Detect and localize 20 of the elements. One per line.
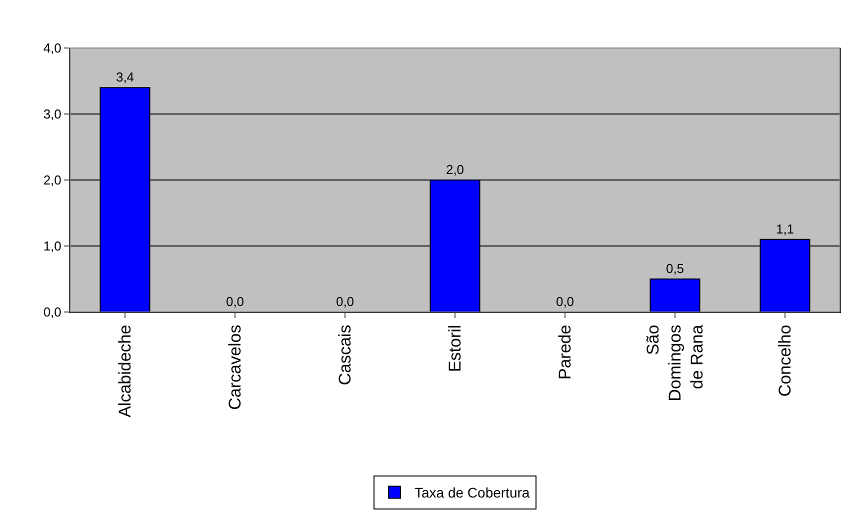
y-tick-label: 4,0 [43,40,62,56]
x-tick-label: Parede [556,324,575,380]
y-tick-label: 2,0 [43,172,62,188]
x-tick-label: Alcabideche [116,324,135,418]
data-label: 0,0 [226,294,244,309]
y-tick-label: 0,0 [43,304,62,320]
data-label: 2,0 [446,162,464,177]
x-tick-label: Concelho [776,324,795,397]
legend-label: Taxa de Cobertura [414,484,530,501]
data-label: 0,0 [336,294,354,309]
data-label: 3,4 [116,70,134,85]
y-tick-label: 3,0 [43,106,62,122]
x-tick-label: Cascais [336,324,355,386]
y-tick-label: 1,0 [43,238,62,254]
x-tick-label: São Domingos de Rana [643,324,707,402]
data-label: 0,5 [666,261,684,276]
x-tick-label: Carcavelos [226,324,245,410]
data-label: 1,1 [776,221,794,236]
x-tick-label: Estoril [446,324,465,372]
data-label: 0,0 [556,294,574,309]
